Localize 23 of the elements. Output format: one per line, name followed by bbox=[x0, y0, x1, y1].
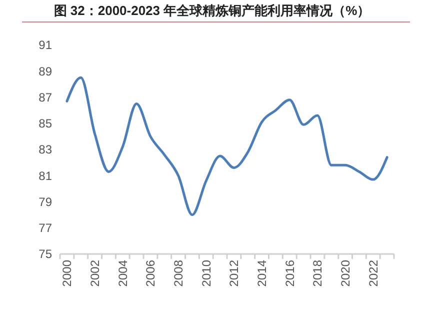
x-tick-label: 2012 bbox=[227, 260, 242, 287]
y-tick-label: 85 bbox=[38, 116, 52, 131]
x-tick-label: 2002 bbox=[88, 260, 102, 287]
y-tick-label: 77 bbox=[38, 221, 52, 236]
x-tick-label: 2006 bbox=[144, 260, 158, 287]
y-tick-label: 83 bbox=[38, 142, 52, 157]
x-tick-label: 2000 bbox=[60, 260, 74, 287]
x-tick-label: 2022 bbox=[366, 260, 380, 287]
x-tick-label: 2018 bbox=[310, 260, 325, 287]
y-tick-label: 87 bbox=[38, 90, 52, 104]
y-tick-label: 75 bbox=[38, 247, 52, 262]
x-tick-label: 2014 bbox=[254, 260, 269, 287]
x-tick-label: 2016 bbox=[282, 260, 297, 287]
y-tick-label: 81 bbox=[38, 168, 52, 183]
chart-title: 图 32：2000-2023 年全球精炼铜产能利用率情况（%） bbox=[54, 3, 370, 18]
y-tick-label: 89 bbox=[38, 64, 52, 78]
x-tick-label: 2010 bbox=[199, 260, 214, 287]
x-tick-label: 2008 bbox=[171, 260, 186, 287]
y-tick-label: 79 bbox=[38, 194, 52, 209]
x-tick-label: 2004 bbox=[116, 260, 130, 287]
x-tick-label: 2020 bbox=[338, 260, 352, 287]
line-series bbox=[66, 76, 388, 216]
y-tick-label: 91 bbox=[38, 38, 52, 52]
